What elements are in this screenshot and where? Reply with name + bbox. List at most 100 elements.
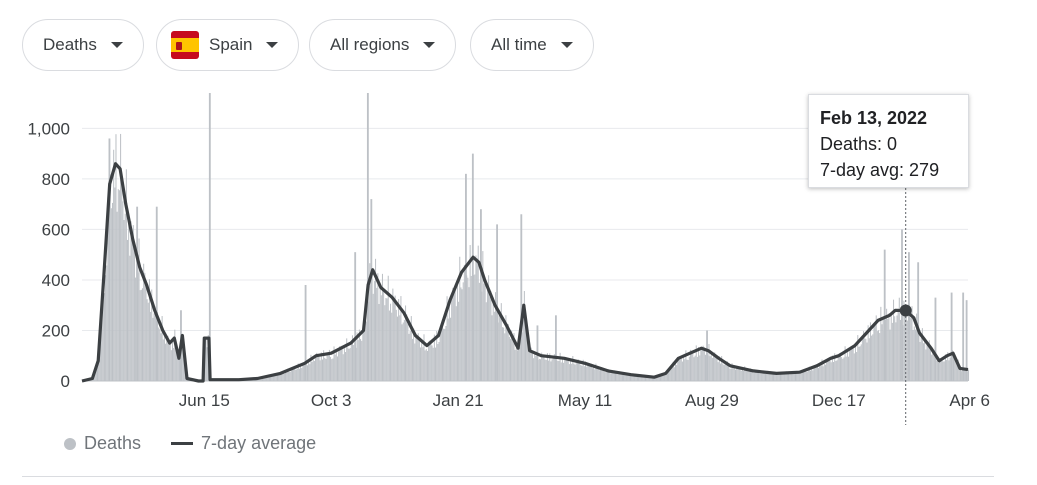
deaths-bar (135, 277, 137, 381)
deaths-bar (496, 224, 498, 381)
deaths-bar (953, 351, 955, 381)
deaths-bar (803, 369, 805, 381)
deaths-bar (287, 368, 289, 381)
deaths-bar (302, 365, 304, 381)
deaths-bar (438, 341, 440, 381)
deaths-bar (483, 283, 485, 381)
deaths-bar (866, 342, 868, 381)
deaths-bar (844, 346, 846, 381)
deaths-bar (381, 273, 383, 381)
deaths-bar (626, 373, 628, 381)
deaths-bar (516, 350, 518, 381)
deaths-bar (833, 361, 835, 381)
deaths-bar (761, 371, 763, 381)
deaths-bar (273, 375, 275, 381)
deaths-bar (393, 298, 395, 381)
deaths-bar (356, 332, 358, 381)
deaths-bar (702, 345, 704, 381)
deaths-bar (120, 133, 122, 381)
deaths-bar (782, 374, 784, 381)
deaths-bar (829, 360, 831, 381)
deaths-bar (300, 364, 302, 381)
deaths-bar (303, 363, 305, 381)
deaths-bar (721, 356, 723, 381)
deaths-bar (551, 359, 553, 381)
deaths-bar (920, 337, 922, 381)
deaths-bar (167, 335, 169, 381)
deaths-bar (357, 340, 359, 381)
deaths-bar (154, 312, 156, 381)
deaths-bar (576, 359, 578, 381)
deaths-bar (507, 324, 509, 381)
deaths-bar (553, 354, 555, 381)
deaths-bar (647, 376, 649, 381)
deaths-bar (296, 368, 298, 381)
deaths-bar (763, 373, 765, 381)
region-filter-chip[interactable]: All regions (309, 19, 457, 71)
deaths-bar (620, 372, 622, 381)
deaths-bar (324, 358, 326, 381)
deaths-bar (288, 371, 290, 381)
deaths-bar (680, 358, 682, 381)
deaths-bar (139, 290, 141, 381)
deaths-bar (665, 373, 667, 381)
deaths-bar (495, 292, 497, 381)
deaths-bar (904, 314, 906, 381)
deaths-bar (338, 351, 340, 381)
country-filter-chip[interactable]: Spain (156, 19, 300, 71)
deaths-bar (512, 339, 514, 381)
deaths-bar (797, 373, 799, 381)
deaths-bar (634, 375, 636, 381)
legend-deaths-label: Deaths (84, 433, 142, 453)
deaths-bar (484, 282, 486, 381)
deaths-bar (688, 356, 690, 381)
deaths-bar (658, 376, 660, 381)
deaths-bar (674, 363, 677, 381)
deaths-bar (265, 377, 267, 381)
deaths-bar (666, 370, 668, 381)
deaths-bar (911, 306, 913, 381)
deaths-bar (453, 289, 455, 381)
x-tick-label: Oct 3 (311, 391, 352, 410)
deaths-bar (582, 359, 584, 381)
deaths-bar (118, 190, 120, 381)
deaths-bar (859, 346, 861, 381)
deaths-bar (581, 365, 583, 381)
deaths-bar (627, 375, 629, 381)
deaths-bar (650, 377, 652, 381)
deaths-bar (439, 333, 441, 381)
deaths-bar (268, 375, 270, 381)
deaths-bar (816, 365, 818, 381)
deaths-bar (341, 345, 343, 381)
deaths-bar (423, 334, 425, 381)
deaths-bar (684, 359, 686, 381)
deaths-bar (270, 375, 272, 381)
deaths-bar (689, 349, 692, 381)
deaths-bar (408, 333, 410, 381)
metric-filter-chip[interactable]: Deaths (22, 19, 144, 71)
deaths-bar (639, 375, 641, 381)
deaths-bar (672, 361, 674, 381)
deaths-bar (925, 349, 927, 381)
deaths-bar (916, 313, 918, 381)
deaths-bar (488, 275, 490, 381)
deaths-bar (124, 213, 126, 381)
deaths-bar (838, 353, 840, 381)
deaths-bar (103, 293, 105, 381)
deaths-bar (737, 366, 739, 381)
deaths-bar (747, 371, 749, 381)
deaths-bar (616, 373, 618, 381)
deaths-bar (873, 324, 875, 381)
deaths-bar (704, 354, 707, 381)
deaths-bar (858, 346, 860, 381)
deaths-bar (837, 357, 839, 381)
deaths-bar (402, 322, 404, 381)
deaths-bar (936, 360, 938, 381)
deaths-bar (849, 349, 851, 381)
deaths-bar (792, 371, 794, 381)
deaths-bar (786, 374, 788, 381)
deaths-bar (414, 343, 416, 381)
deaths-bar (714, 352, 716, 381)
time-filter-chip[interactable]: All time (470, 19, 594, 71)
